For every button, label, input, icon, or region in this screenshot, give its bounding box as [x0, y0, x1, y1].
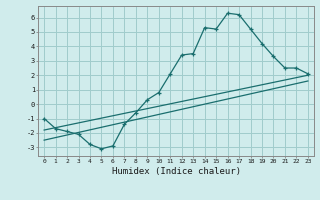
X-axis label: Humidex (Indice chaleur): Humidex (Indice chaleur)	[111, 167, 241, 176]
